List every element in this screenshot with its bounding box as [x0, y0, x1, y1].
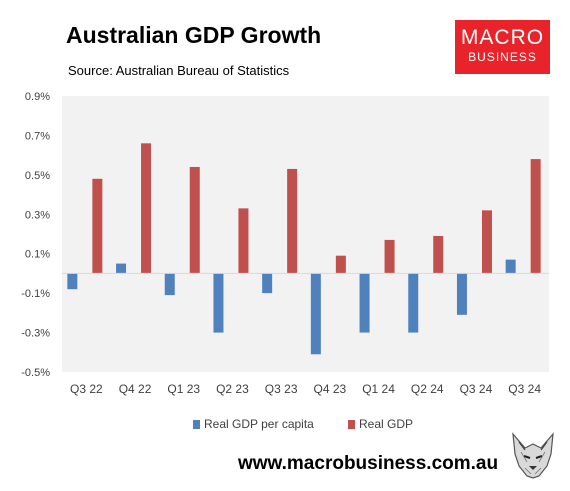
bar-real-gdp-per-capita [213, 273, 224, 333]
bar-real-gdp-per-capita [456, 273, 467, 315]
x-tick-label: Q2 24 [411, 382, 444, 396]
x-tick-label: Q3 24 [460, 382, 493, 396]
legend-swatch-series-2 [348, 420, 355, 429]
x-tick-label: Q1 23 [167, 382, 200, 396]
x-tick-label: Q1 24 [362, 382, 395, 396]
legend-item-series-2: Real GDP [348, 417, 413, 431]
y-tick-label: -0.1% [21, 288, 50, 300]
y-tick-label: 0.5% [25, 170, 50, 182]
y-tick-label: 0.1% [25, 249, 50, 261]
bar-real-gdp [189, 166, 200, 274]
x-tick-label: Q3 22 [70, 382, 103, 396]
bar-real-gdp [530, 159, 541, 274]
bar-real-gdp [92, 178, 103, 274]
bar-real-gdp [335, 255, 346, 274]
bar-real-gdp-per-capita [359, 273, 370, 333]
legend-label-series-1: Real GDP per capita [204, 417, 314, 431]
logo-top-text: MACRO [460, 26, 545, 49]
legend-swatch-series-1 [193, 420, 200, 429]
bar-real-gdp [384, 239, 395, 274]
y-tick-label: 0.9% [25, 91, 50, 103]
y-tick-label: -0.5% [21, 367, 50, 379]
footer-url[interactable]: www.macrobusiness.com.au [238, 453, 499, 474]
legend-item-series-1: Real GDP per capita [193, 417, 314, 431]
bar-real-gdp [238, 208, 249, 274]
wolf-icon [507, 428, 559, 480]
chart-title: Australian GDP Growth [66, 22, 322, 48]
bar-real-gdp-per-capita [164, 273, 175, 296]
chart-subtitle: Source: Australian Bureau of Statistics [68, 63, 290, 78]
bar-real-gdp-per-capita [67, 273, 78, 290]
bar-real-gdp [141, 143, 152, 274]
bar-real-gdp-per-capita [262, 273, 273, 294]
y-tick-label: 0.7% [25, 130, 50, 142]
x-tick-label: Q3 24 [508, 382, 541, 396]
plot-area [62, 96, 549, 372]
x-tick-label: Q3 23 [265, 382, 298, 396]
x-tick-label: Q2 23 [216, 382, 249, 396]
x-tick-label: Q4 23 [313, 382, 346, 396]
x-tick-label: Q4 22 [119, 382, 152, 396]
macrobusiness-logo: MACRO BUSINESS [455, 20, 550, 74]
bar-real-gdp-per-capita [116, 263, 127, 274]
bar-real-gdp [287, 168, 298, 274]
bar-real-gdp-per-capita [505, 259, 516, 274]
y-tick-label: 0.3% [25, 209, 50, 221]
bar-real-gdp-per-capita [310, 273, 321, 355]
bar-real-gdp-per-capita [408, 273, 419, 333]
chart: 0.9% 0.7% 0.5% 0.3% 0.1% -0.1% -0.3% -0.5% Q3 22… [21, 91, 549, 396]
bar-real-gdp [433, 235, 444, 274]
legend-label-series-2: Real GDP [359, 417, 414, 431]
logo-bottom-text: BUSINESS [468, 50, 537, 64]
bar-real-gdp [481, 210, 492, 274]
y-tick-label: -0.3% [21, 328, 50, 340]
